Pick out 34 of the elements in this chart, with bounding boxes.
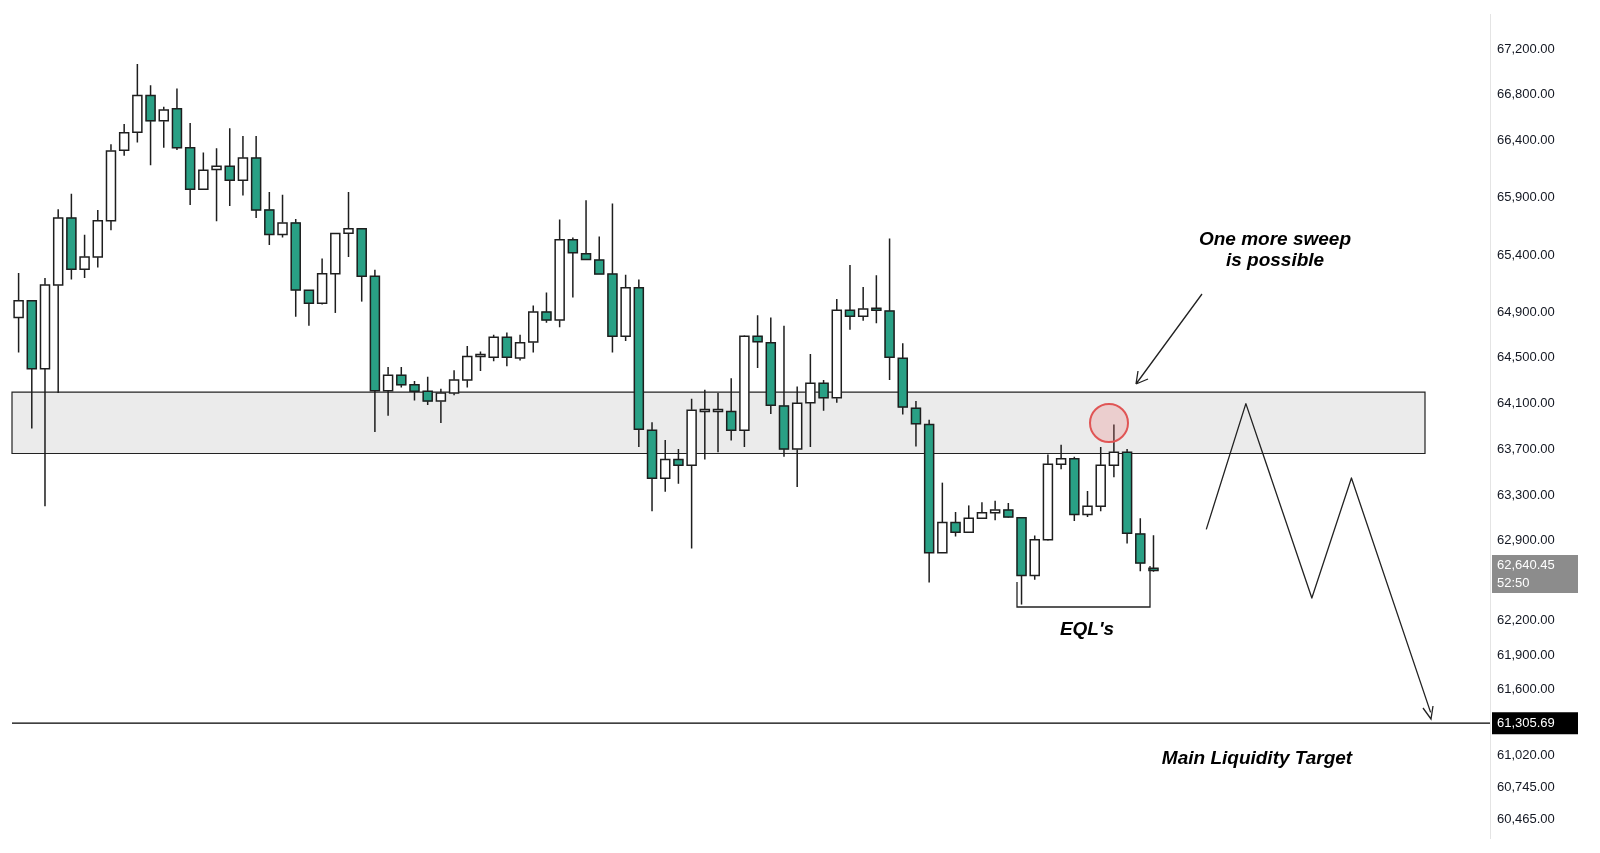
candlestick	[607, 202, 618, 354]
text: 62,640.45	[1497, 556, 1555, 572]
y-tick-label: 64,500.00	[1497, 349, 1555, 365]
y-tick-label: 61,020.00	[1497, 747, 1555, 763]
y-tick-label: 64,100.00	[1497, 395, 1555, 411]
candlestick	[79, 234, 90, 279]
annotation: Main Liquidity Target	[1161, 747, 1353, 769]
y-tick-label: 61,900.00	[1497, 646, 1555, 662]
ref-line-label: 61,305.69	[1497, 714, 1555, 730]
candlestick	[752, 314, 763, 369]
candlestick	[593, 235, 605, 275]
y-tick-label: 66,400.00	[1497, 132, 1555, 148]
candlestick	[66, 192, 77, 281]
annotation: One more sweep is possible	[1198, 228, 1352, 271]
y-tick-label: 61,600.00	[1497, 681, 1555, 697]
candlestick	[158, 106, 170, 149]
candlestick	[224, 127, 235, 207]
y-tick-label: 63,700.00	[1497, 440, 1555, 456]
candlestick	[1135, 517, 1146, 572]
y-tick-label: 63,300.00	[1497, 486, 1555, 502]
candlestick	[541, 291, 552, 324]
candlestick	[554, 218, 565, 328]
y-tick-label: 64,900.00	[1497, 303, 1555, 319]
y-tick-label: 62,900.00	[1497, 532, 1555, 548]
annotation: EQL's	[1059, 618, 1115, 640]
y-tick-label: 62,200.00	[1497, 612, 1555, 628]
y-tick-label: 67,200.00	[1497, 40, 1555, 56]
candlestick	[290, 218, 301, 318]
y-tick-label: 60,745.00	[1497, 778, 1555, 794]
y-tick-label: 65,400.00	[1497, 246, 1555, 262]
y-tick-label: 65,900.00	[1497, 189, 1555, 205]
text: 52:50	[1497, 574, 1530, 590]
y-tick-label: 66,800.00	[1497, 86, 1555, 102]
y-tick-label: 60,465.00	[1497, 810, 1555, 826]
